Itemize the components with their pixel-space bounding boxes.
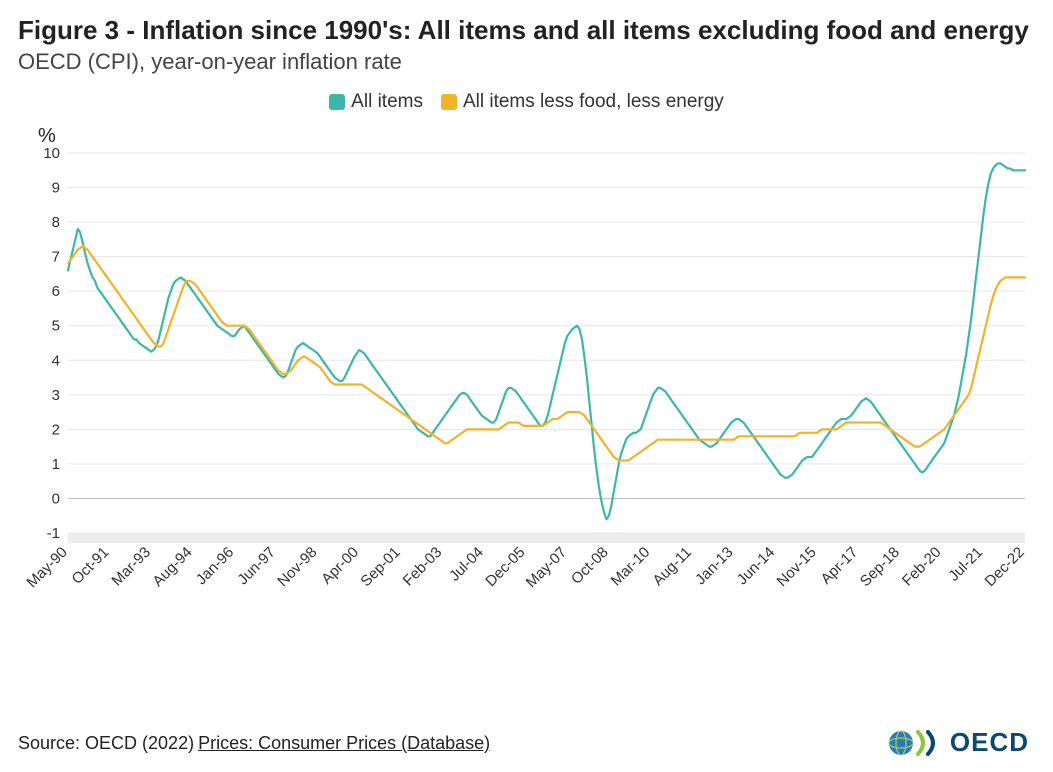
oecd-globe-icon [888,728,942,758]
legend-swatch-2 [441,94,457,110]
x-tick-label: Jan-13 [692,543,736,587]
x-tick-label: Jul-04 [446,543,487,584]
x-tick-label: May-07 [523,543,570,590]
x-tick-label: Nov-98 [274,543,320,589]
svg-text:3: 3 [52,386,60,403]
x-tick-label: Jul-21 [945,543,986,584]
legend-item-core: All items less food, less energy [441,91,724,113]
series-line [68,246,1025,460]
x-tick-label: Mar-10 [608,543,654,589]
x-tick-label: Oct-08 [568,543,612,587]
figure-title: Figure 3 - Inflation since 1990's: All i… [18,14,1035,47]
svg-text:-1: -1 [47,525,60,542]
svg-text:9: 9 [52,179,60,196]
legend-label-2: All items less food, less energy [463,91,724,113]
svg-text:0: 0 [52,490,60,507]
x-tick-label: Nov-15 [774,543,820,589]
svg-text:6: 6 [52,283,60,300]
legend: All items All items less food, less ener… [18,91,1035,113]
figure-subtitle: OECD (CPI), year-on-year inflation rate [18,49,1035,75]
svg-text:1: 1 [52,455,60,472]
x-tick-label: Jun-14 [734,543,778,587]
x-tick-label: May-90 [23,543,70,590]
legend-swatch-1 [329,94,345,110]
x-tick-label: Sep-01 [357,543,403,589]
x-tick-label: Apr-17 [818,543,862,587]
x-tick-label: Dec-05 [482,543,528,589]
x-tick-label: Oct-91 [69,543,113,587]
svg-text:5: 5 [52,317,60,334]
legend-label-1: All items [351,91,423,113]
svg-text:7: 7 [52,248,60,265]
x-tick-label: Dec-22 [982,543,1028,589]
x-tick-label: Feb-20 [899,543,945,589]
line-chart: -1012345678910May-90Oct-91Mar-93Aug-94Ja… [18,131,1035,611]
x-tick-label: Jan-96 [193,543,237,587]
y-axis-unit: % [38,125,56,148]
x-tick-label: Feb-03 [400,543,446,589]
x-tick-label: Mar-93 [108,543,154,589]
figure: Figure 3 - Inflation since 1990's: All i… [0,0,1053,772]
legend-item-all-items: All items [329,91,423,113]
x-tick-label: Apr-00 [318,543,362,587]
x-tick-label: Jun-97 [234,543,278,587]
chart-area: % -1012345678910May-90Oct-91Mar-93Aug-94… [18,131,1035,616]
oecd-logo-text: OECD [950,727,1029,758]
svg-text:4: 4 [52,352,60,369]
x-tick-label: Aug-11 [650,543,695,588]
source-prefix: Source: OECD (2022) [18,733,194,754]
x-tick-label: Aug-94 [149,543,195,589]
svg-text:2: 2 [52,421,60,438]
source-link[interactable]: Prices: Consumer Prices (Database) [198,733,490,754]
oecd-logo: OECD [888,727,1029,758]
svg-text:8: 8 [52,214,60,231]
series-line [68,163,1025,519]
source-footer: Source: OECD (2022) Prices: Consumer Pri… [18,733,490,754]
x-tick-label: Sep-18 [857,543,903,589]
